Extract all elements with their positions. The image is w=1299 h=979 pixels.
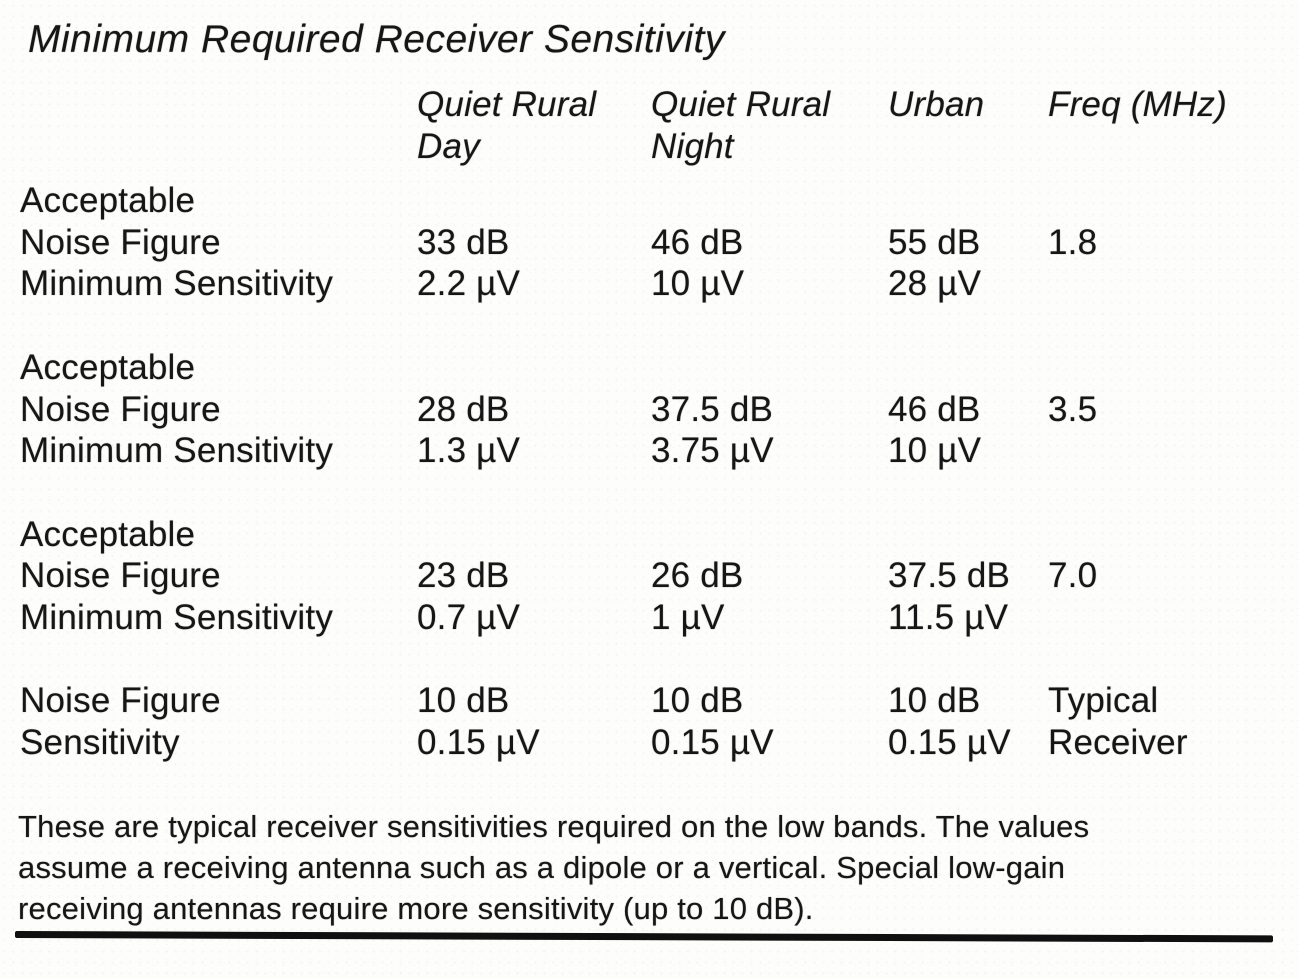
cell-urban: 10 dB bbox=[888, 681, 981, 720]
section-label: Acceptable bbox=[20, 515, 196, 554]
column-header-line1: Freq (MHz) bbox=[1048, 85, 1227, 124]
cell-urban: 0.15 µV bbox=[888, 723, 1011, 762]
column-header-quiet-rural-night: Quiet Rural Night bbox=[651, 84, 830, 168]
cell-freq: 3.5 bbox=[1048, 390, 1098, 429]
cell-freq: Receiver bbox=[1048, 723, 1188, 762]
column-header-line2: Night bbox=[651, 127, 734, 166]
bottom-rule bbox=[14, 931, 1274, 943]
row-label: Sensitivity bbox=[20, 723, 180, 762]
column-header-line1: Quiet Rural bbox=[417, 85, 597, 124]
cell-quiet-rural-night: 10 µV bbox=[651, 264, 745, 303]
cell-quiet-rural-night: 0.15 µV bbox=[651, 723, 774, 762]
cell-urban: 46 dB bbox=[888, 390, 981, 429]
cell-quiet-rural-night: 37.5 dB bbox=[651, 390, 774, 429]
cell-quiet-rural-day: 1.3 µV bbox=[417, 431, 521, 470]
column-header-line1: Quiet Rural bbox=[651, 85, 831, 124]
footnote-line: receiving antennas require more sensitiv… bbox=[18, 891, 814, 926]
row-label: Noise Figure bbox=[20, 390, 221, 429]
cell-quiet-rural-day: 33 dB bbox=[417, 223, 510, 262]
cell-urban: 55 dB bbox=[888, 223, 981, 262]
row-label: Noise Figure bbox=[20, 681, 221, 720]
footnote: These are typical receiver sensitivities… bbox=[18, 806, 1089, 929]
column-header-urban: Urban bbox=[888, 84, 984, 126]
cell-urban: 10 µV bbox=[888, 431, 982, 470]
row-label: Noise Figure bbox=[20, 556, 221, 595]
cell-urban: 37.5 dB bbox=[888, 556, 1011, 595]
cell-quiet-rural-night: 1 µV bbox=[651, 598, 725, 637]
cell-quiet-rural-night: 46 dB bbox=[651, 223, 744, 262]
column-header-line2: Day bbox=[417, 127, 480, 166]
row-label: Minimum Sensitivity bbox=[20, 431, 334, 470]
cell-quiet-rural-night: 10 dB bbox=[651, 681, 744, 720]
document-title: Minimum Required Receiver Sensitivity bbox=[28, 18, 725, 61]
cell-urban: 11.5 µV bbox=[888, 598, 1009, 637]
footnote-line: These are typical receiver sensitivities… bbox=[18, 809, 1090, 844]
row-label: Minimum Sensitivity bbox=[20, 264, 334, 303]
cell-urban: 28 µV bbox=[888, 264, 982, 303]
cell-quiet-rural-day: 10 dB bbox=[417, 681, 510, 720]
cell-quiet-rural-day: 0.7 µV bbox=[417, 598, 521, 637]
cell-freq: Typical bbox=[1048, 681, 1159, 720]
cell-freq: 7.0 bbox=[1048, 556, 1098, 595]
section-label: Acceptable bbox=[20, 348, 196, 387]
row-label: Noise Figure bbox=[20, 223, 221, 262]
cell-quiet-rural-day: 23 dB bbox=[417, 556, 510, 595]
footnote-line: assume a receiving antenna such as a dip… bbox=[18, 850, 1066, 885]
column-header-freq: Freq (MHz) bbox=[1048, 84, 1227, 126]
cell-freq: 1.8 bbox=[1048, 223, 1098, 262]
row-label: Minimum Sensitivity bbox=[20, 598, 334, 637]
section-label: Acceptable bbox=[20, 181, 196, 220]
cell-quiet-rural-day: 2.2 µV bbox=[417, 264, 521, 303]
cell-quiet-rural-day: 0.15 µV bbox=[417, 723, 540, 762]
cell-quiet-rural-night: 3.75 µV bbox=[651, 431, 774, 470]
column-header-line1: Urban bbox=[888, 85, 985, 124]
cell-quiet-rural-day: 28 dB bbox=[417, 390, 510, 429]
column-header-quiet-rural-day: Quiet Rural Day bbox=[417, 84, 596, 168]
cell-quiet-rural-night: 26 dB bbox=[651, 556, 744, 595]
